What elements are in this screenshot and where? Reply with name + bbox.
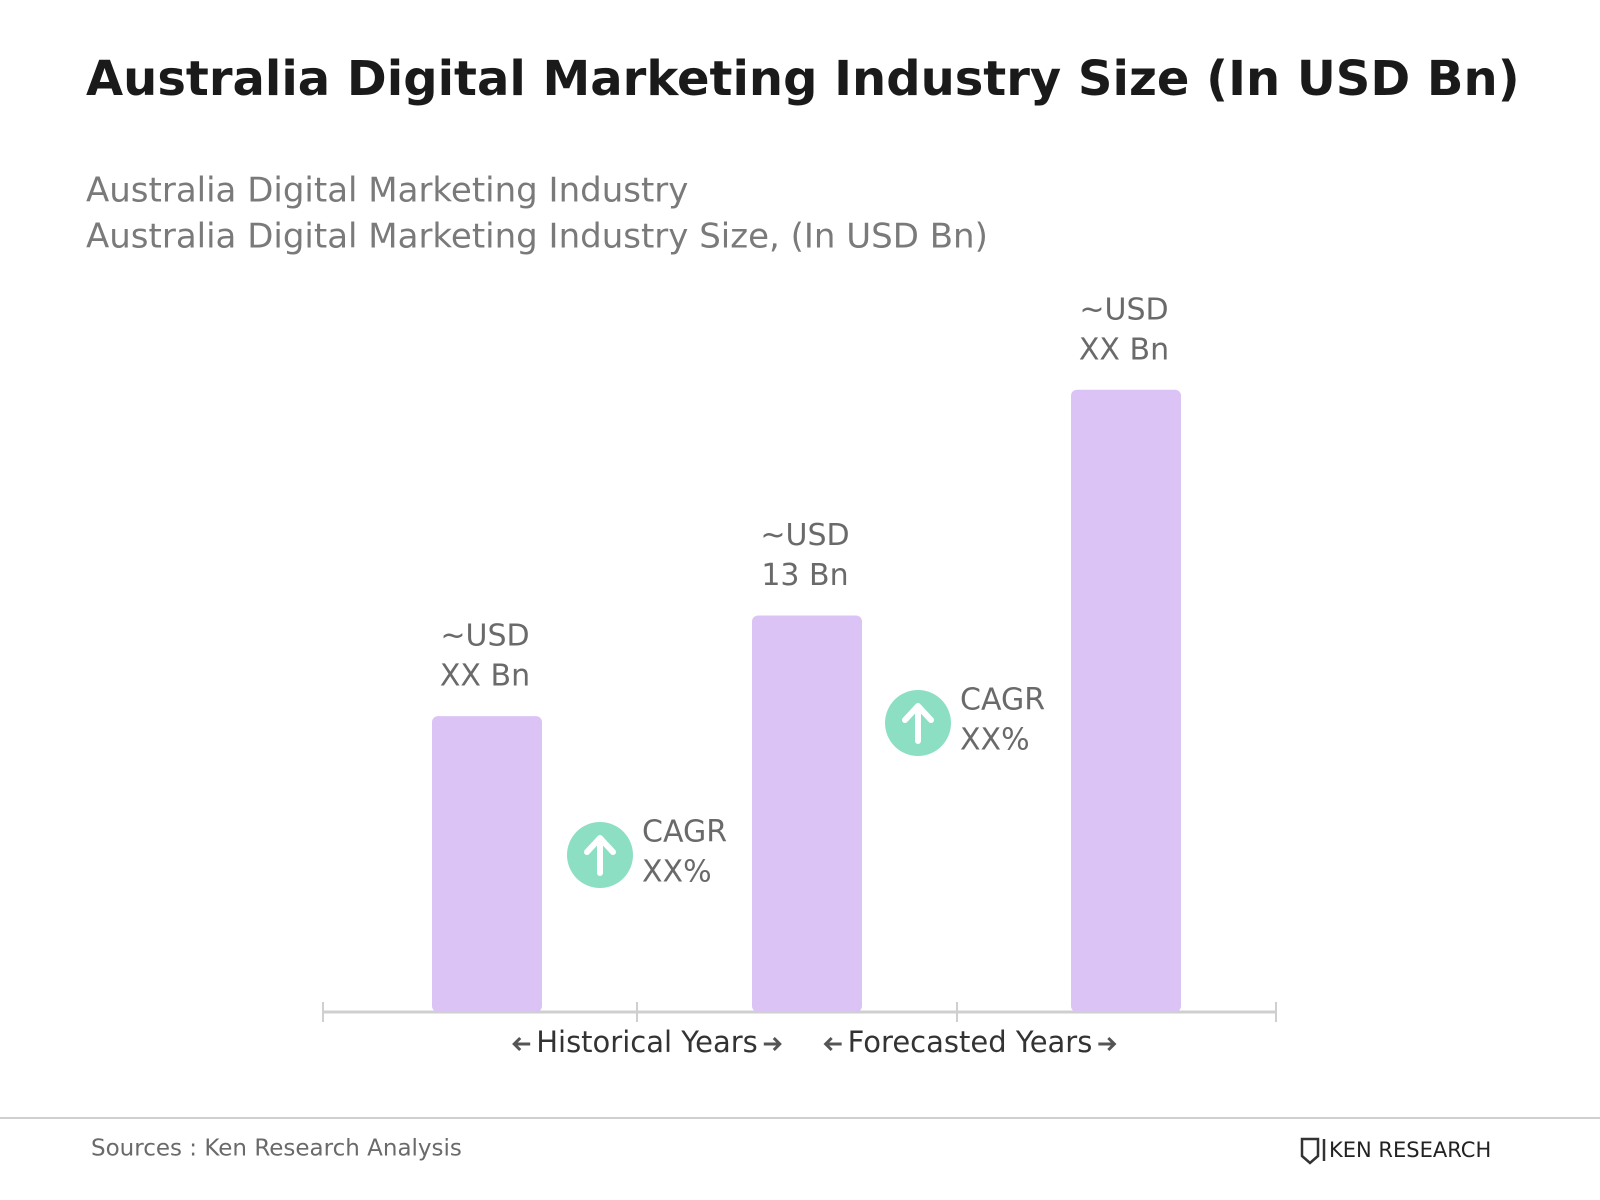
subtitle: Australia Digital Marketing Industry Siz… [86, 217, 988, 257]
period-label: Historical Years [536, 1025, 758, 1059]
cagr-label: CAGR [960, 683, 1045, 718]
period-arrow-right [1098, 1036, 1117, 1052]
bar [1071, 389, 1181, 1012]
period-label: Forecasted Years [848, 1025, 1093, 1059]
logo-mark [1300, 1137, 1326, 1165]
axis-dividers [322, 1002, 1277, 1022]
value-label: ~USD [1079, 292, 1168, 327]
logo-shield [1300, 1137, 1320, 1165]
value-label: XX Bn [440, 659, 530, 694]
value-label: XX Bn [1079, 332, 1169, 367]
bar [752, 615, 862, 1012]
period-arrow-left [823, 1036, 842, 1052]
cagr-value: XX% [960, 723, 1030, 758]
chart-title: Australia Digital Marketing Industry Siz… [86, 51, 1520, 107]
cagr-label: CAGR [642, 815, 727, 850]
value-label: 13 Bn [761, 558, 848, 593]
cagr-value: XX% [642, 855, 712, 890]
subtitle: Australia Digital Marketing Industry [86, 171, 688, 211]
bar [432, 716, 542, 1012]
value-label: ~USD [760, 518, 849, 553]
period-arrow-right [763, 1036, 782, 1052]
cagr-arrow [584, 835, 616, 876]
logo: KEN RESEARCH [1329, 1138, 1491, 1162]
cagr-arrow [902, 703, 934, 744]
period-arrow-left [512, 1036, 531, 1052]
source: Sources : Ken Research Analysis [91, 1136, 462, 1162]
value-label: ~USD [440, 619, 529, 654]
